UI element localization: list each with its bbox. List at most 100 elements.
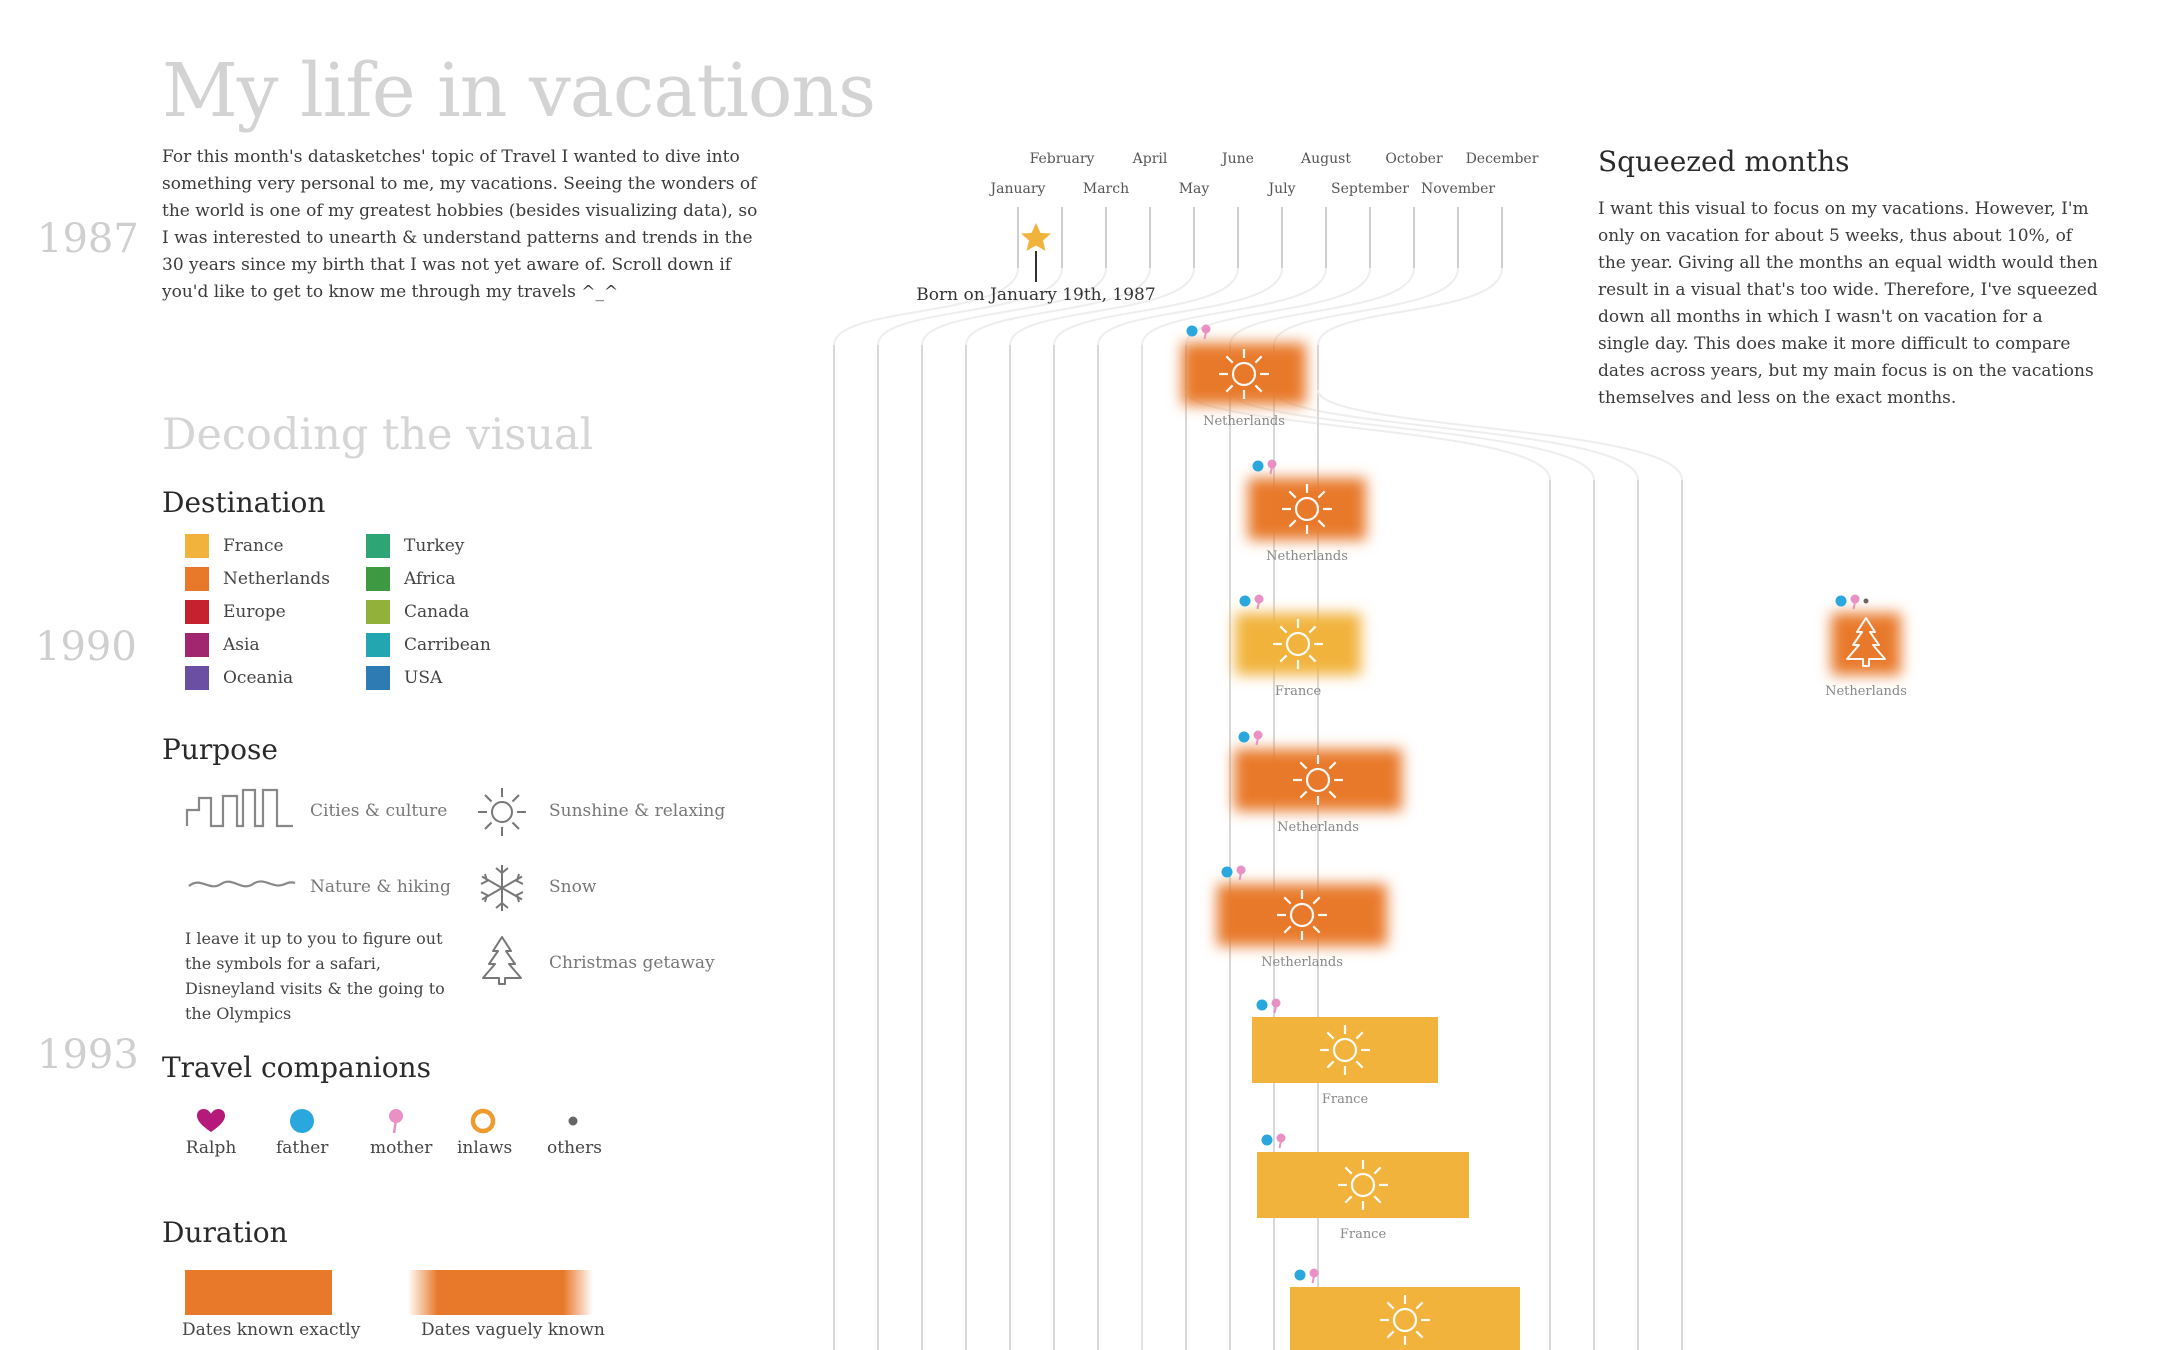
- mother-pin-icon: [1309, 1268, 1319, 1278]
- month-curve-march: [921, 267, 1107, 346]
- mother-pin-stem: [1269, 466, 1273, 475]
- tree-icon: [1846, 617, 1886, 667]
- intro-text: For this month's datasketches' topic of …: [162, 147, 758, 302]
- sun-icon-core: [1289, 902, 1315, 928]
- inlaws-ring-icon: [470, 1108, 496, 1134]
- destination-heading: Destination: [162, 486, 326, 519]
- legend-item-canada: Canada: [366, 595, 491, 628]
- father-dot-icon: [1256, 999, 1268, 1011]
- asia-swatch: [185, 632, 209, 657]
- month-label-april: April: [1132, 151, 1168, 167]
- sun-icon-core: [1350, 1172, 1376, 1198]
- mother-pin-icon: [1253, 730, 1263, 740]
- duration-exact-label: Dates known exactly: [182, 1320, 361, 1340]
- cities-icon: [185, 788, 293, 828]
- father-dot-icon: [1186, 325, 1198, 337]
- sun-icon: [1380, 1295, 1430, 1345]
- squeezed-months-text: I want this visual to focus on my vacati…: [1598, 199, 2098, 408]
- sun-icon-ray: [1386, 1330, 1395, 1339]
- legend-item-carribean: Carribean: [366, 628, 491, 661]
- sun-icon-ray: [1308, 625, 1317, 634]
- legend-item-africa: Africa: [366, 562, 491, 595]
- mother-pin-icon: [1850, 594, 1860, 604]
- vacation-9: [1290, 1268, 1520, 1350]
- month-curve-august: [1141, 267, 1327, 346]
- sun-icon-ray: [1225, 355, 1234, 364]
- sun-icon-ray: [1312, 925, 1321, 934]
- mother-pin-stem: [1238, 872, 1242, 881]
- africa-swatch: [366, 566, 390, 591]
- month-label-may: May: [1179, 181, 1210, 197]
- wave-icon: [188, 880, 296, 888]
- month-label-june: June: [1220, 151, 1254, 167]
- purpose-label-christmas: Christmas getaway: [549, 953, 715, 973]
- vacation-8: France: [1257, 1133, 1469, 1242]
- sun-icon-ray: [1344, 1195, 1353, 1204]
- vacation-5: Netherlands: [1234, 730, 1402, 835]
- month-label-september: September: [1331, 181, 1409, 197]
- sun-icon-ray: [1288, 490, 1297, 499]
- mother-pin-icon: [1267, 459, 1277, 469]
- duration-vague-swatch: [408, 1270, 593, 1315]
- sun-icon-ray: [1373, 1166, 1382, 1175]
- destination-legend-col-2: Turkey Africa Canada Carribean USA: [366, 529, 491, 694]
- purpose-label-nature: Nature & hiking: [310, 877, 451, 897]
- squeezed-months-title: Squeezed months: [1598, 145, 1850, 178]
- purpose-label-snow: Snow: [549, 877, 597, 897]
- sun-icon-core: [1392, 1307, 1418, 1333]
- companion-label-ralph: Ralph: [185, 1138, 237, 1158]
- duration-exact-swatch: [185, 1270, 332, 1315]
- sun-icon: [1277, 890, 1327, 940]
- father-dot-icon: [1239, 595, 1251, 607]
- mother-pin-icon: [1276, 1133, 1286, 1143]
- canada-swatch: [366, 599, 390, 624]
- carribean-swatch: [366, 632, 390, 657]
- vacation-destination-label: Netherlands: [1203, 414, 1285, 429]
- month-curve-june: [1053, 267, 1239, 346]
- sun-icon-ray: [1317, 490, 1326, 499]
- snowflake-icon: [480, 865, 524, 911]
- mother-pin-stem: [1311, 1275, 1315, 1284]
- companion-label-father: father: [276, 1138, 329, 1158]
- sun-icon-ray: [1283, 925, 1292, 934]
- sun-icon-ray: [1415, 1330, 1424, 1339]
- others-dot-icon: [1863, 598, 1869, 604]
- companion-inlaws: inlaws: [457, 1108, 512, 1158]
- vacation-destination-label: France: [1340, 1227, 1387, 1242]
- oceania-swatch: [185, 665, 209, 690]
- month-squeeze-december: [1317, 389, 1683, 481]
- year-label-1993: 1993: [37, 1032, 139, 1078]
- sun-icon-ray: [1299, 790, 1308, 799]
- vacation-destination-label: Netherlands: [1261, 955, 1343, 970]
- mother-pin-stem: [1256, 601, 1260, 610]
- sun-icon-ray: [1299, 761, 1308, 770]
- mother-pin-icon: [1201, 324, 1211, 334]
- companion-father: father: [276, 1108, 328, 1158]
- month-label-october: October: [1385, 151, 1443, 167]
- month-label-december: December: [1466, 151, 1539, 167]
- sun-icon-ray: [1288, 519, 1297, 528]
- sun-icon-ray: [1326, 1031, 1335, 1040]
- month-curve-january: [833, 267, 1019, 346]
- mother-pin-stem: [1278, 1140, 1282, 1149]
- father-dot-icon: [1221, 866, 1233, 878]
- companion-label-mother: mother: [370, 1138, 433, 1158]
- born-label: Born on January 19th, 1987: [916, 285, 1155, 305]
- sun-icon-core: [1285, 631, 1311, 657]
- vacation-destination-label: Netherlands: [1825, 684, 1907, 699]
- sun-icon: [1273, 619, 1323, 669]
- sun-icon-ray: [1312, 896, 1321, 905]
- turkey-swatch: [366, 533, 390, 558]
- vacation-destination-label: Netherlands: [1266, 549, 1348, 564]
- legend-item-europe: Europe: [185, 595, 330, 628]
- sun-icon-ray: [1415, 1301, 1424, 1310]
- companion-mother: mother: [370, 1108, 433, 1158]
- vacation-bar: [1831, 613, 1901, 675]
- mother-pin-stem: [1203, 331, 1207, 340]
- companion-others: others: [547, 1108, 602, 1158]
- sun-icon: [1282, 484, 1332, 534]
- sun-icon-ray: [1344, 1166, 1353, 1175]
- sun-icon-core: [1231, 361, 1257, 387]
- sun-icon: [478, 788, 526, 836]
- sun-icon-ray: [1254, 355, 1263, 364]
